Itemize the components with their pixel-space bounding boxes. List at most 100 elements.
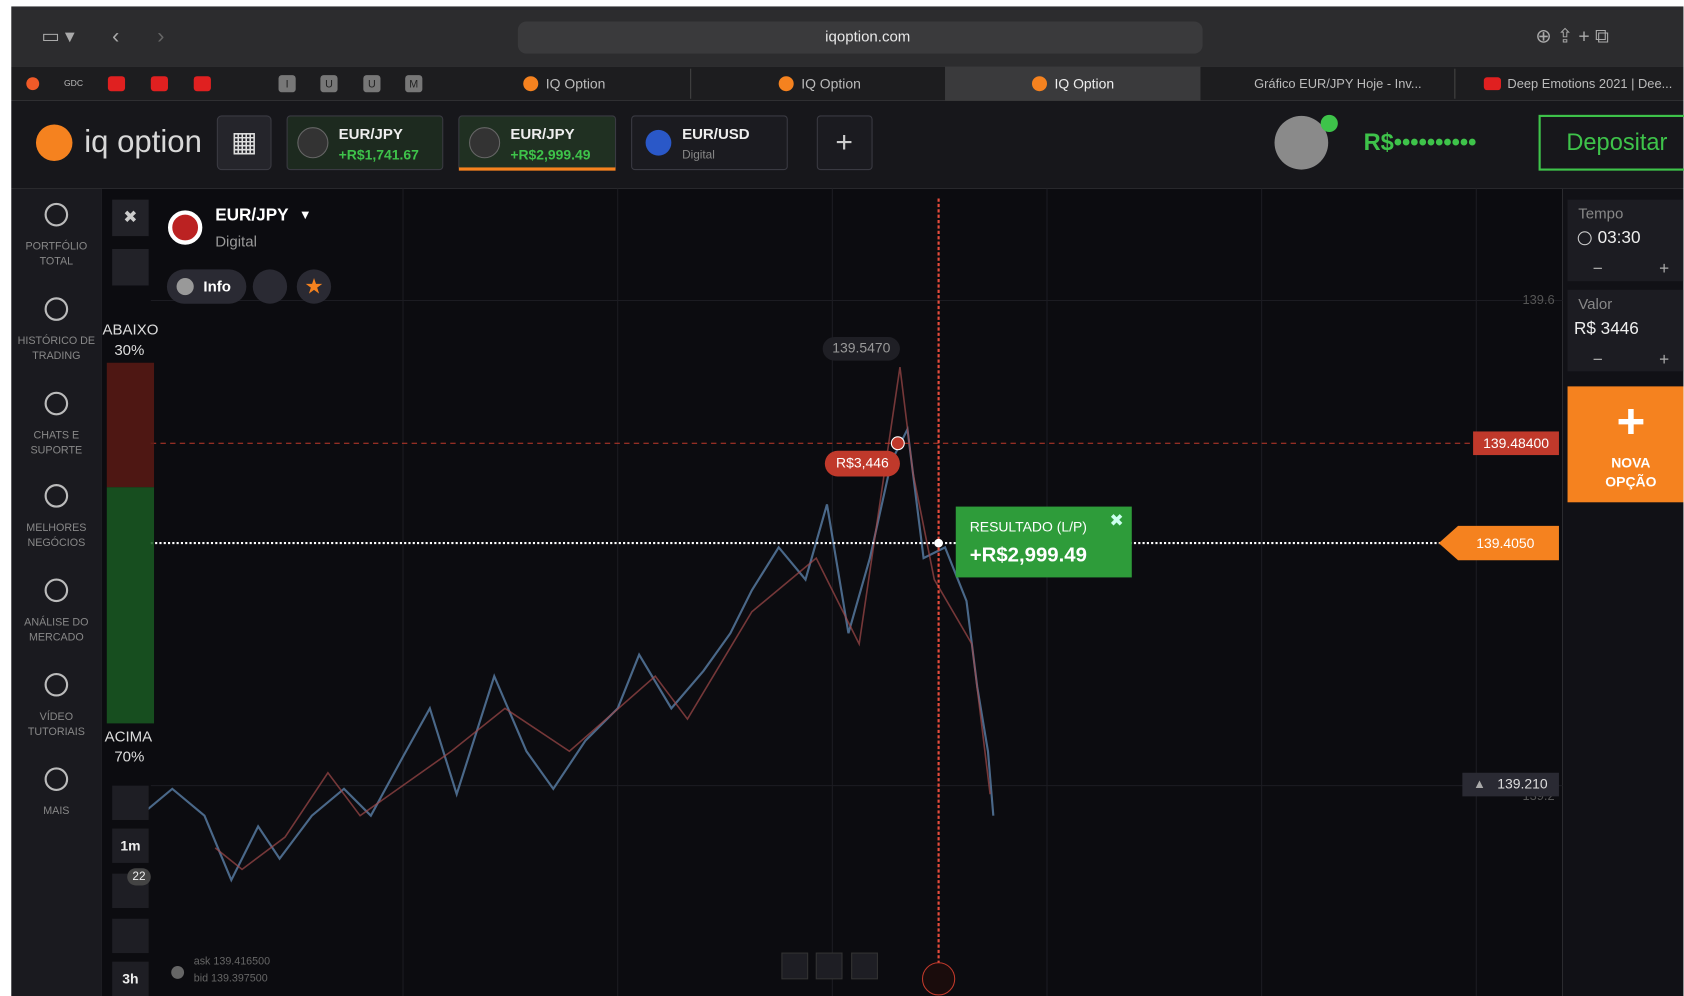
alert-button[interactable] <box>253 269 287 303</box>
browser-actions[interactable]: ⊕ ⇪ + ⧉ <box>1535 27 1608 48</box>
asset-type: Digital <box>682 148 715 162</box>
amount-plus[interactable]: + <box>1659 349 1669 369</box>
sidebar-label[interactable]: ANÁLISE DO <box>24 615 88 628</box>
sidebar-label[interactable]: TUTORIAIS <box>28 726 85 738</box>
grid-icon: ▦ <box>231 126 257 157</box>
asset-profit: +R$1,741.67 <box>339 146 419 162</box>
collapse-chart[interactable] <box>112 249 148 285</box>
time-value[interactable]: 03:30 <box>1598 227 1641 247</box>
back-button[interactable]: ‹ <box>112 24 119 48</box>
above-pct: 70% <box>114 749 144 766</box>
zoom-reset[interactable] <box>816 953 842 979</box>
forward-button[interactable]: › <box>157 24 164 48</box>
result-value: +R$2,999.49 <box>970 544 1087 566</box>
entry-point <box>891 437 904 450</box>
below-label: ABAIXO <box>103 322 159 339</box>
asset-name: EUR/USD <box>682 126 750 143</box>
tab-icon <box>523 76 538 91</box>
verified-badge <box>1321 115 1338 132</box>
tab-icon <box>1484 77 1501 90</box>
url[interactable]: iqoption.com <box>825 29 910 46</box>
indicators-button[interactable] <box>112 919 148 953</box>
alert-icon: ▲ <box>1473 776 1486 791</box>
sidebar-label[interactable]: VÍDEO <box>40 710 73 723</box>
deposit-label[interactable]: Depositar <box>1566 130 1667 156</box>
time-label: Tempo <box>1578 206 1623 223</box>
time-plus[interactable]: + <box>1659 258 1669 278</box>
balance[interactable]: R$•••••••••• <box>1364 130 1477 156</box>
sidebar <box>11 189 101 996</box>
sidebar-label[interactable]: MAIS <box>43 805 69 817</box>
plus-icon: + <box>835 126 853 159</box>
new-option-label[interactable]: NOVA <box>1611 454 1650 470</box>
timeframe[interactable]: 1m <box>120 838 140 854</box>
chart-type-button[interactable] <box>112 786 148 820</box>
bookmark[interactable]: U <box>325 79 333 91</box>
current-point <box>934 539 943 548</box>
asset-icon <box>470 128 500 158</box>
logo-icon <box>36 125 72 161</box>
zoom-out[interactable] <box>782 953 808 979</box>
sidebar-label[interactable]: PORTFÓLIO <box>25 240 87 253</box>
asset-name: EUR/JPY <box>339 126 403 143</box>
result-title: RESULTADO (L/P) <box>970 519 1087 535</box>
sidebar-toggle[interactable]: ▭ ▾ <box>41 27 75 48</box>
new-option-label[interactable]: OPÇÃO <box>1605 473 1656 490</box>
asset-icon <box>646 130 672 156</box>
asset-profit: +R$2,999.49 <box>510 146 590 162</box>
asset-icon <box>298 128 328 158</box>
sidebar-label[interactable]: MELHORES <box>26 522 86 534</box>
time-minus[interactable]: − <box>1593 258 1603 278</box>
tab-title[interactable]: IQ Option <box>801 75 861 91</box>
sidebar-label[interactable]: HISTÓRICO DE <box>18 334 95 347</box>
bookmark[interactable]: I <box>286 79 289 91</box>
close-result[interactable]: ✖ <box>1110 510 1124 530</box>
tab-icon <box>1032 76 1047 91</box>
tab-icon <box>779 76 794 91</box>
close-icon: ✖ <box>123 206 137 226</box>
bookmark-icon[interactable] <box>26 77 39 90</box>
bookmark[interactable]: GDC <box>64 78 83 88</box>
above-bar <box>107 487 154 723</box>
help-icon <box>171 966 184 979</box>
avatar[interactable] <box>1275 116 1329 170</box>
page: IQ Option html, body { margin: 0; paddin… <box>0 0 1684 996</box>
logo[interactable]: iq option <box>84 124 202 159</box>
bookmark[interactable]: M <box>409 79 418 91</box>
star-icon: ★ <box>304 274 323 298</box>
amount-value[interactable]: R$ 3446 <box>1574 318 1639 338</box>
tab-title[interactable]: Deep Emotions 2021 | Dee... <box>1507 76 1672 91</box>
result-box <box>956 507 1132 578</box>
bookmark-icon[interactable] <box>151 76 168 91</box>
below-bar <box>107 363 154 488</box>
drawings-count: 22 <box>132 869 145 883</box>
range[interactable]: 3h <box>122 971 138 987</box>
tab-title[interactable]: IQ Option <box>546 75 606 91</box>
bookmark[interactable]: U <box>368 79 376 91</box>
tab-title[interactable]: Gráfico EUR/JPY Hoje - Inv... <box>1254 76 1421 91</box>
sidebar-label[interactable]: MERCADO <box>29 631 84 643</box>
sidebar-label[interactable]: TOTAL <box>40 256 74 268</box>
body: { "browser": { "url": "iqoption.com", "b… <box>0 0 1684 996</box>
asset-flag <box>170 213 200 243</box>
above-label: ACIMA <box>105 728 153 745</box>
amount-minus[interactable]: − <box>1593 349 1603 369</box>
sidebar-label[interactable]: CHATS E <box>34 430 80 442</box>
sidebar-label[interactable]: SUPORTE <box>31 445 83 457</box>
open-price: 139.48400 <box>1483 435 1549 451</box>
asset-name: EUR/JPY <box>510 126 574 143</box>
chart-asset-type: Digital <box>215 234 257 251</box>
zoom-in[interactable] <box>852 953 878 979</box>
amount-label: Valor <box>1578 296 1612 313</box>
bookmark-icon[interactable] <box>194 76 211 91</box>
bookmark-icon[interactable] <box>108 76 125 91</box>
chart-asset[interactable]: EUR/JPY <box>215 204 289 224</box>
dropdown-arrow[interactable]: ▼ <box>299 207 312 222</box>
tab-title[interactable]: IQ Option <box>1055 75 1115 91</box>
info-label[interactable]: Info <box>203 279 231 296</box>
sidebar-label[interactable]: TRADING <box>32 350 80 362</box>
expiry-flag <box>922 963 954 995</box>
plus-icon: + <box>1616 394 1645 449</box>
sidebar-label[interactable]: NEGÓCIOS <box>27 536 85 549</box>
bid: bid 139.397500 <box>194 973 268 985</box>
